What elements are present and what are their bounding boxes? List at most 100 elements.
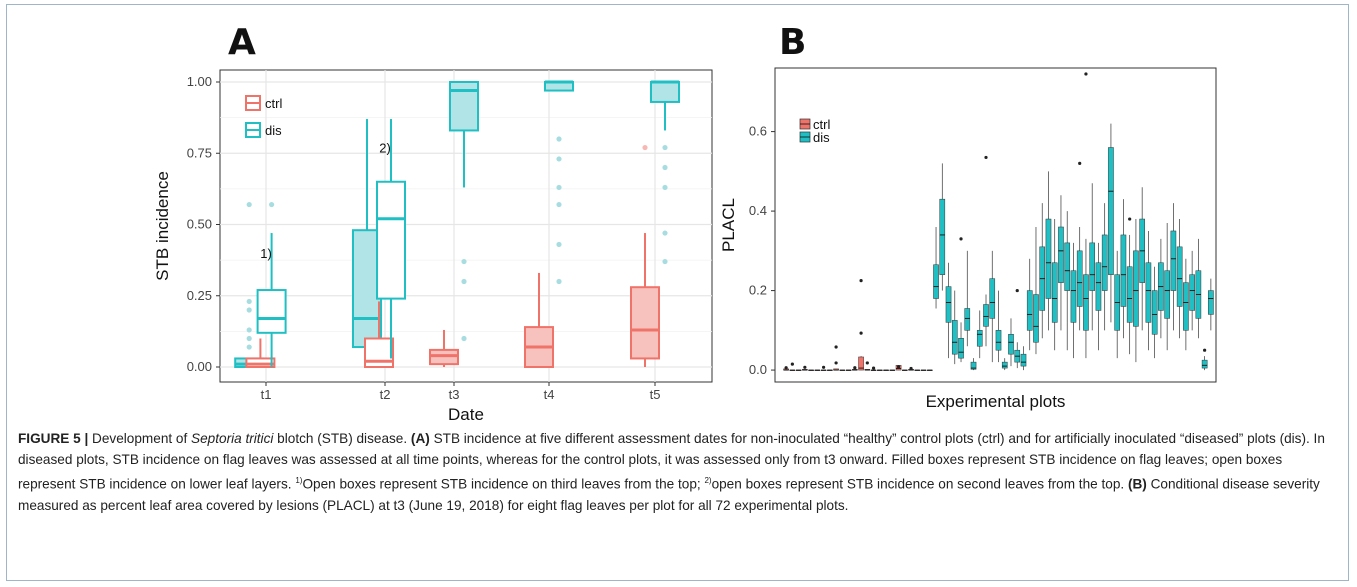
chart-a-box-t5-ctrl-flag xyxy=(630,286,660,360)
chart-b-box-dis-65 xyxy=(1183,282,1189,331)
chart-a-y-tick-label: 1.00 xyxy=(187,74,212,89)
chart-a-box-t1-dis-flag-outlier xyxy=(246,335,252,342)
caption-label: FIGURE 5 | xyxy=(18,431,89,446)
chart-a-x-tick-label: t4 xyxy=(544,387,555,402)
chart-b-box-dis-51 xyxy=(1095,262,1102,311)
chart-b-box-dis-39 xyxy=(1020,353,1027,367)
chart-b-legend-label-dis: dis xyxy=(813,130,830,145)
chart-b-box-dis-53 xyxy=(1108,147,1114,275)
chart-b-box-dis-60 xyxy=(1151,290,1158,335)
chart-a-box-t4-dis-flag-outlier xyxy=(556,136,562,142)
chart-a-x-tick-label: t1 xyxy=(261,387,272,402)
chart-b-box-ctrl-14-outlier xyxy=(865,361,869,365)
chart-b-box-ctrl-12-outlier xyxy=(853,366,857,370)
chart-a-box-t1-dis-lower-outlier xyxy=(269,201,275,208)
chart-a-box-t1-dis-flag-outlier xyxy=(246,201,252,208)
caption-text-4: Conditional disease severity measured as… xyxy=(18,476,1320,513)
chart-b-box-dis-34 xyxy=(989,278,996,319)
chart-b-box-dis-68-outlier xyxy=(1203,348,1207,352)
figure-caption: FIGURE 5 | Development of Septoria triti… xyxy=(18,428,1336,516)
chart-b-box-dis-35 xyxy=(995,330,1002,351)
chart-a-box-t4-dis-flag-outlier xyxy=(556,201,562,208)
caption-text-2: blotch (STB) disease. xyxy=(273,431,411,446)
caption-footnote-1-mark: 1) xyxy=(295,476,303,485)
chart-a-x-axis-label: Date xyxy=(448,405,484,424)
chart-b-box-dis-41 xyxy=(1033,294,1039,343)
chart-a-y-tick-label: 0.00 xyxy=(187,359,212,374)
chart-a-box-t1-dis-flag-outlier xyxy=(246,327,252,333)
chart-b-y-tick-label: 0.4 xyxy=(749,203,767,218)
caption-species: Septoria tritici xyxy=(191,431,274,446)
chart-a-x-tick-label: t5 xyxy=(650,387,661,402)
chart-b-box-ctrl-9-outlier xyxy=(834,345,838,349)
chart-b-box-dis-49 xyxy=(1083,274,1089,331)
chart-b-box-dis-63 xyxy=(1170,230,1177,291)
chart-b-x-axis-label: Experimental plots xyxy=(926,392,1066,411)
caption-footnote-2: open boxes represent STB incidence on se… xyxy=(711,476,1128,492)
chart-b-box-dis-33 xyxy=(983,304,989,327)
chart-b-box-dis-26 xyxy=(939,198,946,275)
chart-b-box-dis-48 xyxy=(1076,250,1083,307)
chart-b-box-dis-47 xyxy=(1070,270,1077,323)
chart-a-y-tick-label: 0.50 xyxy=(187,217,212,232)
chart-b-box-ctrl-1-outlier xyxy=(784,366,788,370)
chart-b-box-dis-44 xyxy=(1051,262,1058,323)
chart-b-box-ctrl-19-outlier xyxy=(896,365,901,369)
chart-b-box-dis-49-outlier xyxy=(1084,72,1088,76)
chart-a-legend-label-dis: dis xyxy=(265,123,282,138)
chart-b-box-ctrl-9-outlier xyxy=(834,361,838,365)
caption-panel-a-ref: (A) xyxy=(410,431,430,446)
chart-a-box-t5-dis-flag-outlier xyxy=(662,184,668,191)
chart-b-box-dis-56-outlier xyxy=(1128,217,1132,221)
chart-b-box-ctrl-13-outlier xyxy=(859,279,863,283)
chart-b-box-dis-48-outlier xyxy=(1078,161,1082,165)
chart-b-box-dis-27 xyxy=(945,286,952,323)
chart-a-box-t5-dis-flag-outlier xyxy=(662,164,668,171)
chart-b-y-axis-label: PLACL xyxy=(719,198,738,252)
chart-a-box-t1-dis-flag-outlier xyxy=(246,298,252,305)
chart-b-box-dis-56 xyxy=(1126,266,1133,323)
panel-letter-a: A xyxy=(228,22,256,63)
chart-b-box-dis-33-outlier xyxy=(984,155,988,160)
chart-b-box-dis-66 xyxy=(1189,274,1195,311)
chart-a-x-tick-label: t2 xyxy=(380,387,391,402)
chart-a-annotation-1: 1) xyxy=(260,246,272,261)
chart-b-box-ctrl-13 xyxy=(858,356,864,371)
chart-a-box-t2-dis-lower xyxy=(376,180,406,300)
chart-a-y-tick-label: 0.25 xyxy=(187,288,212,303)
chart-a-legend-label-ctrl: ctrl xyxy=(265,96,282,111)
chart-b-box-dis-25 xyxy=(933,264,939,299)
chart-b-y-tick-label: 0.0 xyxy=(749,362,767,377)
chart-b-box-dis-69 xyxy=(1208,290,1214,315)
chart-b-box-dis-29-outlier xyxy=(959,237,963,241)
chart-a-box-t1-dis-flag-outlier xyxy=(246,307,252,313)
caption-footnote-1: Open boxes represent STB incidence on th… xyxy=(302,476,705,492)
chart-b-box-dis-64 xyxy=(1176,246,1183,307)
chart-b-box-dis-52 xyxy=(1101,234,1108,291)
chart-b-box-dis-38-outlier xyxy=(1015,288,1019,293)
panel-letter-b: B xyxy=(779,22,807,63)
chart-b-box-dis-57 xyxy=(1133,250,1139,327)
chart-a-y-axis-label: STB incidence xyxy=(153,171,172,281)
chart-b-box-dis-29 xyxy=(958,338,964,359)
chart-b-box-dis-36 xyxy=(1001,361,1008,369)
chart-b-box-dis-30 xyxy=(964,308,971,331)
chart-b-plot-area xyxy=(774,67,1217,383)
chart-a-box-t5-ctrl-flag-outlier xyxy=(642,144,648,151)
chart-b-box-dis-50 xyxy=(1089,242,1096,291)
chart-b-box-dis-62 xyxy=(1164,270,1170,319)
chart-a-box-t3-dis-flag-outlier xyxy=(461,335,467,342)
chart-b-box-ctrl-15-outlier xyxy=(871,366,876,370)
chart-a-box-t4-dis-flag-outlier xyxy=(556,241,562,248)
chart-a-box-t4-dis-flag-outlier xyxy=(556,278,562,285)
chart-a-box-t5-dis-flag-outlier xyxy=(662,144,668,151)
chart-a-box-t3-dis-flag-outlier xyxy=(461,258,467,265)
chart-a-x-tick-label: t3 xyxy=(449,387,460,402)
chart-b-box-dis-68 xyxy=(1201,359,1208,369)
chart-b-legend-label-ctrl: ctrl xyxy=(813,117,830,132)
chart-b-box-dis-32 xyxy=(976,330,983,347)
chart-a-box-t1-dis-flag-outlier xyxy=(246,344,252,350)
chart-a-box-t4-dis-flag-outlier xyxy=(556,184,562,191)
